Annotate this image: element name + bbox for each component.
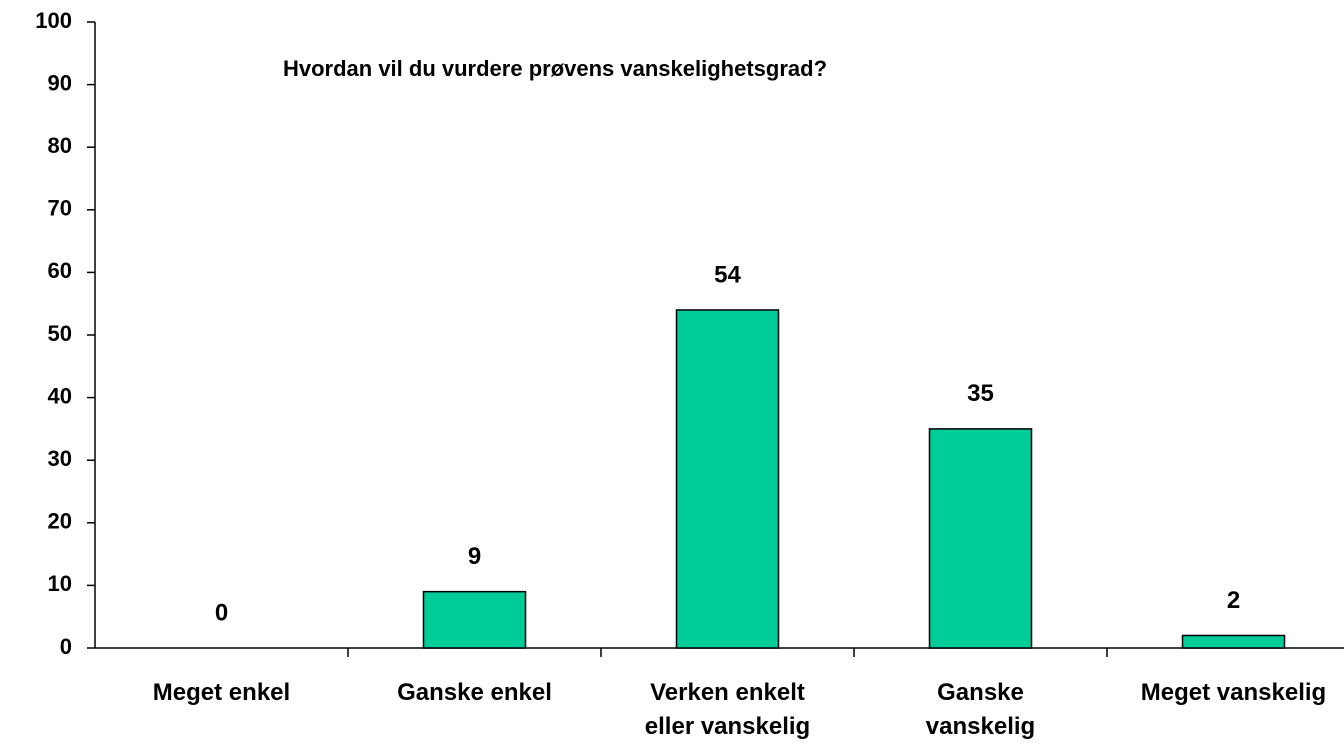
y-tick-label: 40 bbox=[48, 383, 72, 408]
y-tick-label: 10 bbox=[48, 571, 72, 596]
data-label: 9 bbox=[468, 543, 481, 570]
x-tick-label: Ganske vanskelig bbox=[925, 679, 1036, 740]
data-label: 0 bbox=[215, 599, 228, 626]
data-label: 54 bbox=[714, 261, 741, 288]
y-tick-label: 70 bbox=[48, 196, 72, 221]
x-tick-label: Meget vanskelig bbox=[1140, 679, 1327, 706]
bar bbox=[1181, 634, 1286, 649]
bar bbox=[675, 309, 780, 649]
y-tick-label: 80 bbox=[48, 133, 72, 158]
y-tick-label: 50 bbox=[48, 321, 72, 346]
y-tick-label: 0 bbox=[60, 634, 72, 659]
bar bbox=[928, 428, 1033, 649]
y-tick-label: 90 bbox=[48, 70, 72, 95]
x-tick-label: Meget enkel bbox=[152, 679, 291, 706]
bar bbox=[422, 590, 527, 649]
y-tick-label: 20 bbox=[48, 509, 72, 534]
y-tick-label: 60 bbox=[48, 258, 72, 283]
y-tick-label: 30 bbox=[48, 446, 72, 471]
x-tick-label: Ganske enkel bbox=[397, 679, 552, 706]
data-label: 35 bbox=[967, 380, 994, 407]
chart-title: Hvordan vil du vurdere prøvens vanskelig… bbox=[283, 56, 827, 81]
y-tick-label: 100 bbox=[35, 8, 72, 33]
data-label: 2 bbox=[1227, 587, 1240, 614]
x-tick-label: Verken enkelt eller vanskelig bbox=[644, 679, 811, 740]
